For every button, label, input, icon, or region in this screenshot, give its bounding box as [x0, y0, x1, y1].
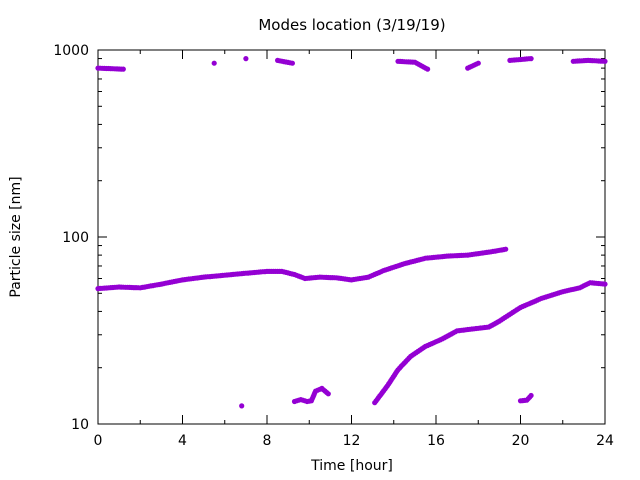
data-point [602, 58, 608, 64]
data-point [243, 56, 249, 62]
x-tick-label: 4 [178, 433, 187, 449]
x-tick-label: 24 [596, 433, 614, 449]
data-point [239, 403, 245, 409]
x-tick-label: 8 [263, 433, 272, 449]
data-point [120, 66, 126, 72]
x-axis-label: Time [hour] [310, 458, 393, 474]
x-tick-labels: 0 4 8 12 16 20 24 [94, 433, 614, 449]
data-point [289, 60, 295, 66]
y-tick-label: 1000 [53, 43, 89, 59]
data-points [95, 56, 608, 409]
data-point [503, 246, 509, 252]
data-point [475, 60, 481, 66]
data-point [528, 56, 534, 62]
y-tick-label: 100 [62, 230, 89, 246]
data-point [425, 66, 431, 72]
data-point [602, 281, 608, 287]
x-tick-label: 0 [94, 433, 103, 449]
data-point [211, 60, 217, 66]
y-axis-label: Particle size [nm] [8, 176, 24, 297]
x-tick-label: 16 [427, 433, 445, 449]
data-point [325, 391, 331, 397]
y-tick-label: 10 [71, 417, 89, 433]
plot-area [97, 49, 606, 425]
axis-ticks [97, 49, 606, 425]
chart-title: Modes location (3/19/19) [258, 16, 445, 34]
y-tick-labels: 10 100 1000 [53, 43, 89, 433]
x-tick-label: 12 [343, 433, 361, 449]
data-point [528, 392, 534, 399]
x-tick-label: 20 [512, 433, 530, 449]
